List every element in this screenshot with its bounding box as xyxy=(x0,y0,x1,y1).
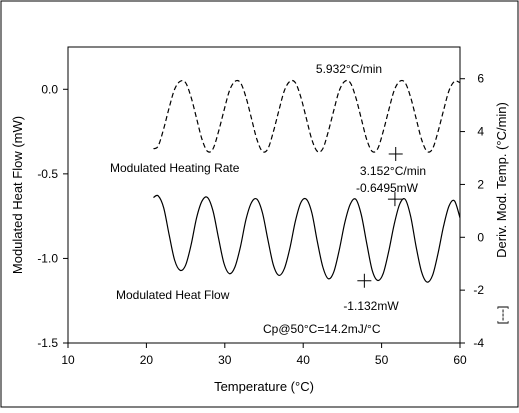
right-axis-label: Deriv. Mod. Temp. (°C/min) xyxy=(494,102,509,258)
crosshair-marker xyxy=(388,146,403,161)
crosshair-marker xyxy=(387,192,402,207)
annotation-hf-min: -1.132mW xyxy=(343,299,399,313)
x-tick-label: 40 xyxy=(297,353,311,367)
x-axis-label: Temperature (°C) xyxy=(214,379,314,394)
left-tick-label: -0.5 xyxy=(37,167,58,181)
right-tick-label: 6 xyxy=(477,72,484,86)
label-heat-flow: Modulated Heat Flow xyxy=(116,288,230,302)
right-tick-label: 2 xyxy=(477,177,484,191)
series-group xyxy=(153,79,461,283)
left-tick-label: -1.0 xyxy=(37,251,58,265)
annotation-cp: Cp@50°C=14.2mJ/°C xyxy=(263,322,381,336)
right-tick-label: 0 xyxy=(477,230,484,244)
left-tick-label: 0.0 xyxy=(41,82,58,96)
x-tick-label: 30 xyxy=(218,353,232,367)
plot-area xyxy=(67,46,461,344)
x-tick-label: 60 xyxy=(453,353,467,367)
right-tick-label: -4 xyxy=(473,336,484,350)
left-axis-label: Modulated Heat Flow (mW) xyxy=(10,116,25,274)
left-tick-label: -1.5 xyxy=(37,336,58,350)
x-tick-label: 10 xyxy=(61,353,75,367)
x-axis-ticks: 10 20 30 40 50 60 xyxy=(61,343,467,367)
series-heat-flow-line xyxy=(153,194,461,283)
label-heating-rate: Modulated Heating Rate xyxy=(110,161,240,175)
right-tick-label: 4 xyxy=(477,125,484,139)
x-tick-label: 50 xyxy=(375,353,389,367)
annotation-max-rate: 5.932°C/min xyxy=(316,62,382,76)
right-axis-legend-symbol: [---] xyxy=(495,306,509,325)
right-axis-ticks: 6 4 2 0 -2 -4 xyxy=(460,72,484,350)
right-tick-label: -2 xyxy=(473,283,484,297)
x-tick-label: 20 xyxy=(140,353,154,367)
annotation-min-rate: 3.152°C/min xyxy=(360,164,426,178)
crosshair-marker xyxy=(357,273,372,288)
marker-group xyxy=(357,146,403,288)
annotation-hf-max: -0.6495mW xyxy=(356,181,419,195)
series-heating-rate-line xyxy=(153,79,461,153)
left-axis-ticks: 0.0 -0.5 -1.0 -1.5 xyxy=(37,82,68,350)
